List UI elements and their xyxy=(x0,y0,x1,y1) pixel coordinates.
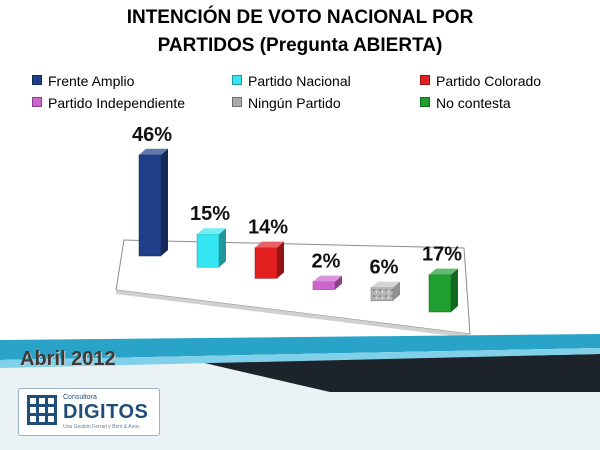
bar-top-face xyxy=(313,275,342,282)
bar-top-face xyxy=(139,148,168,155)
bar-no-contesta: 17% xyxy=(422,244,462,313)
bar-value-label: 14% xyxy=(248,217,288,239)
bar-front-face xyxy=(196,233,220,268)
legend-item-ningun-partido: Ningún Partido xyxy=(232,94,341,112)
legend-label: Partido Nacional xyxy=(248,73,351,89)
digitos-logo-mark-icon xyxy=(27,395,57,425)
bar-top-face xyxy=(255,241,284,248)
bar-value-label: 6% xyxy=(370,257,399,279)
bar-front-face xyxy=(254,247,278,279)
legend-swatch xyxy=(32,97,42,107)
legend-swatch xyxy=(232,97,242,107)
bar-side-face xyxy=(161,148,168,256)
legend-item-partido-nacional: Partido Nacional xyxy=(232,72,351,90)
report-date: Abril 2012 xyxy=(20,348,116,370)
logo-subtitle: Consultora xyxy=(63,394,97,401)
bar-value-label: 15% xyxy=(190,203,230,225)
chart-floor xyxy=(115,239,471,335)
chart-floor-edge xyxy=(116,290,470,338)
chart-title-line-1: INTENCIÓN DE VOTO NACIONAL POR xyxy=(126,7,474,28)
bar-value-label: 46% xyxy=(132,124,172,146)
chart-title-line-2: PARTIDOS (Pregunta ABIERTA) xyxy=(157,35,443,56)
digitos-logo: Consultora DIGITOS Una Gestión Ferrari y… xyxy=(18,388,160,436)
legend-label: Ningún Partido xyxy=(248,95,341,111)
bar-side-face xyxy=(393,281,400,301)
chart-legend: Frente Amplio Partido Nacional Partido Col… xyxy=(32,72,592,122)
legend-swatch xyxy=(420,97,430,107)
legend-item-frente-amplio: Frente Amplio xyxy=(32,72,134,90)
bar-side-face xyxy=(219,228,226,268)
legend-swatch xyxy=(32,75,42,85)
bar-value-label: 17% xyxy=(422,244,462,266)
bar-side-face xyxy=(277,241,284,279)
legend-item-no-contesta: No contesta xyxy=(420,94,511,112)
logo-tagline: Una Gestión Ferrari y Bent & Asoc. xyxy=(63,424,141,430)
bar-front-face xyxy=(312,281,336,290)
legend-item-partido-colorado: Partido Colorado xyxy=(420,72,541,90)
legend-item-partido-independiente: Partido Independiente xyxy=(32,94,185,112)
bar-partido-colorado: 14% xyxy=(248,217,288,279)
bar-top-face xyxy=(197,228,226,235)
bar-side-face xyxy=(451,268,458,312)
legend-swatch xyxy=(232,75,242,85)
bar-front-face xyxy=(370,287,394,302)
bar-top-face xyxy=(429,268,458,275)
bar-side-face xyxy=(335,275,342,290)
bar-value-label: 2% xyxy=(312,251,341,273)
legend-label: Frente Amplio xyxy=(48,73,135,89)
bar-front-face xyxy=(428,274,452,313)
bar-partido-nacional: 15% xyxy=(190,203,230,268)
legend-swatch xyxy=(420,75,430,85)
legend-label: No contesta xyxy=(436,95,511,111)
logo-name: DIGITOS xyxy=(63,401,149,423)
bar-chart: 46% 15% 14% 2% 6% 17% xyxy=(115,124,471,338)
chart-title: INTENCIÓN DE VOTO NACIONAL POR PARTIDOS … xyxy=(0,4,600,60)
bar-partido-independiente: 2% xyxy=(312,251,342,290)
bar-front-face xyxy=(138,154,162,257)
legend-label: Partido Colorado xyxy=(436,73,542,89)
bar-ningun-partido: 6% xyxy=(370,257,400,302)
bar-frente-amplio: 46% xyxy=(132,124,172,257)
legend-label: Partido Independiente xyxy=(48,95,185,111)
bar-top-face xyxy=(371,281,400,288)
